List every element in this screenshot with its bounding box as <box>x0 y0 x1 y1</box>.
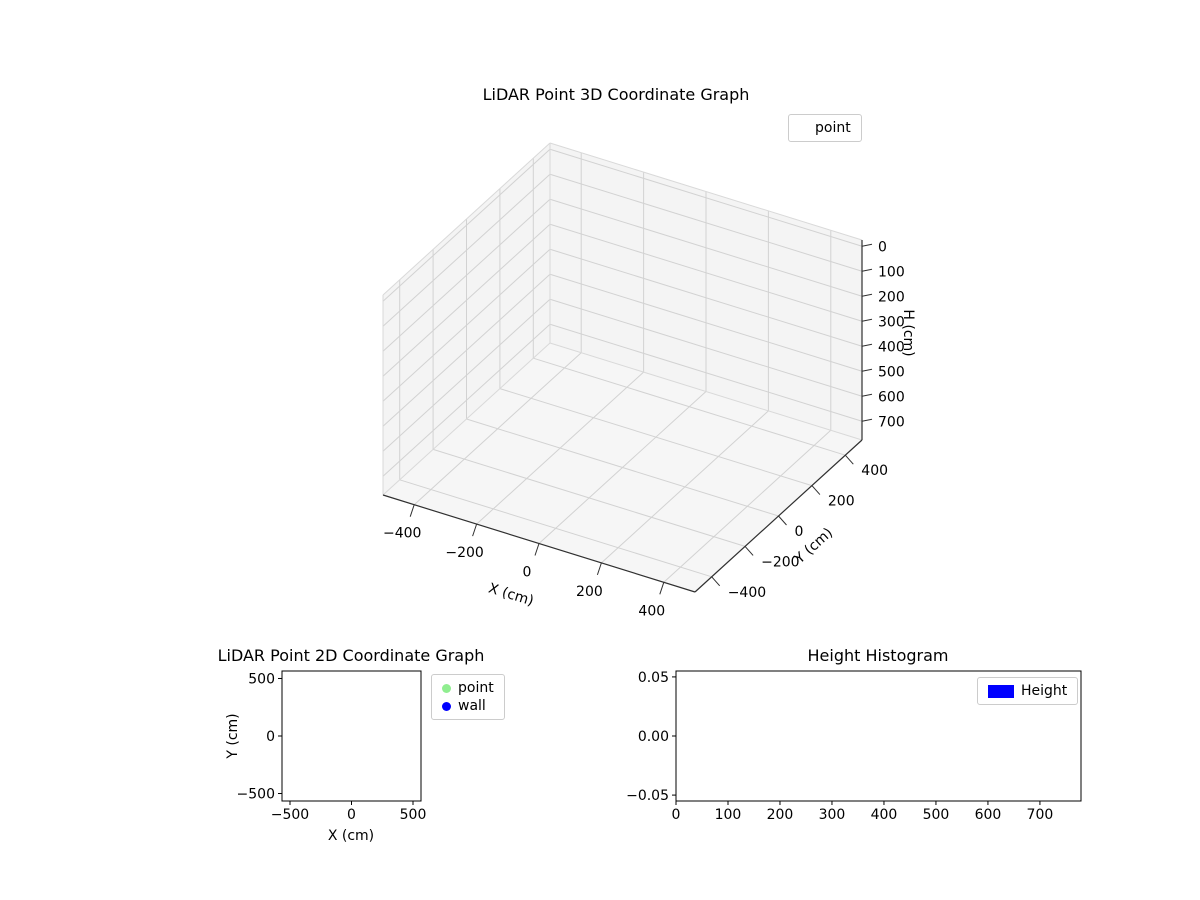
z-tick-label: 400 <box>878 339 905 355</box>
z-tick-label: 100 <box>878 264 905 280</box>
x-tick-label: 200 <box>576 584 603 600</box>
x-tick-label: 400 <box>638 603 665 619</box>
z-tick-label: 500 <box>878 364 905 380</box>
wall-marker-icon <box>442 701 451 711</box>
legend-entry-wall: wall <box>442 697 494 715</box>
y-tick-label: 400 <box>861 463 888 479</box>
x-tick <box>534 543 540 556</box>
z-tick <box>861 368 873 372</box>
z-tick-label: 600 <box>878 389 905 405</box>
z-tick-label: 200 <box>878 289 905 305</box>
plot3d-legend: point <box>788 114 862 142</box>
x-tick-label: 400 <box>871 807 898 823</box>
legend-entry-point: point <box>799 119 851 137</box>
grid-line-x <box>538 391 707 544</box>
y-tick-label: 200 <box>828 494 855 510</box>
x-tick-label: 0 <box>523 565 532 581</box>
x-tick-label: 0 <box>347 807 356 823</box>
x-tick-label: 500 <box>400 807 427 823</box>
y-tick-label: 0 <box>795 524 804 540</box>
y-tick <box>744 546 754 556</box>
x-tick-label: 300 <box>819 807 846 823</box>
height-patch-icon <box>988 684 1014 698</box>
x-tick-label: 600 <box>975 807 1002 823</box>
x-tick-label: 500 <box>923 807 950 823</box>
y-tick <box>778 515 787 526</box>
pane-edge <box>549 342 863 441</box>
grid-line-x <box>413 352 582 506</box>
pane-edge <box>382 142 551 296</box>
legend-label: point <box>458 680 494 696</box>
legend-label: wall <box>458 698 486 714</box>
y-tick <box>811 485 821 495</box>
z-tick-label: 700 <box>878 414 905 430</box>
z-tick-label: 0 <box>878 239 887 255</box>
plot2d-xlabel: X (cm) <box>327 828 375 844</box>
grid-line-x <box>601 410 769 564</box>
pane-edge <box>549 142 863 241</box>
z-tick <box>861 293 873 297</box>
x-tick-label: 0 <box>672 807 681 823</box>
plot2d-title: LiDAR Point 2D Coordinate Graph <box>217 646 485 665</box>
pane-edge <box>382 342 551 496</box>
z-tick <box>861 268 873 272</box>
legend-label: point <box>815 120 851 136</box>
y-tick-label: −200 <box>761 554 799 570</box>
z-tick <box>861 318 873 322</box>
x-tick <box>596 562 602 576</box>
grid-line-x <box>476 371 644 525</box>
axes-frame <box>281 670 422 802</box>
plot2d-legend: point wall <box>431 674 505 720</box>
x-tick <box>409 504 415 517</box>
histogram-title: Height Histogram <box>807 646 949 665</box>
y-tick-label: −0.05 <box>626 788 669 804</box>
point-marker-icon <box>799 123 808 133</box>
x-tick <box>472 523 478 537</box>
legend-label: Height <box>1021 683 1068 699</box>
y-tick-label: −400 <box>728 585 766 601</box>
x-tick-label: −200 <box>445 545 483 561</box>
plot3d-zlabel: H (cm) <box>900 309 916 357</box>
x-tick-label: 100 <box>715 807 742 823</box>
legend-entry-height: Height <box>988 682 1067 700</box>
x-tick <box>659 582 665 595</box>
z-tick <box>861 418 873 422</box>
y-tick <box>711 576 721 587</box>
y-tick-label: −500 <box>237 787 275 803</box>
y-tick-label: 0 <box>266 729 275 745</box>
z-tick <box>861 343 873 347</box>
z-tick-label: 300 <box>878 314 905 330</box>
y-tick <box>844 454 854 465</box>
x-tick-label: −400 <box>383 526 421 542</box>
z-tick <box>861 243 873 247</box>
histogram-legend: Height <box>977 677 1079 705</box>
legend-entry-point: point <box>442 679 494 697</box>
y-tick-label: 500 <box>248 671 275 687</box>
y-tick-label: 0.00 <box>638 729 669 745</box>
x-tick-label: 200 <box>767 807 794 823</box>
x-tick-label: 700 <box>1027 807 1054 823</box>
z-tick <box>861 393 873 397</box>
x-tick-label: −500 <box>271 807 309 823</box>
grid-line-x <box>663 429 832 583</box>
point-marker-icon <box>442 683 451 693</box>
plot2d-ylabel: Y (cm) <box>225 713 241 759</box>
plot3d-title: LiDAR Point 3D Coordinate Graph <box>482 85 750 104</box>
y-tick-label: 0.05 <box>638 670 669 686</box>
